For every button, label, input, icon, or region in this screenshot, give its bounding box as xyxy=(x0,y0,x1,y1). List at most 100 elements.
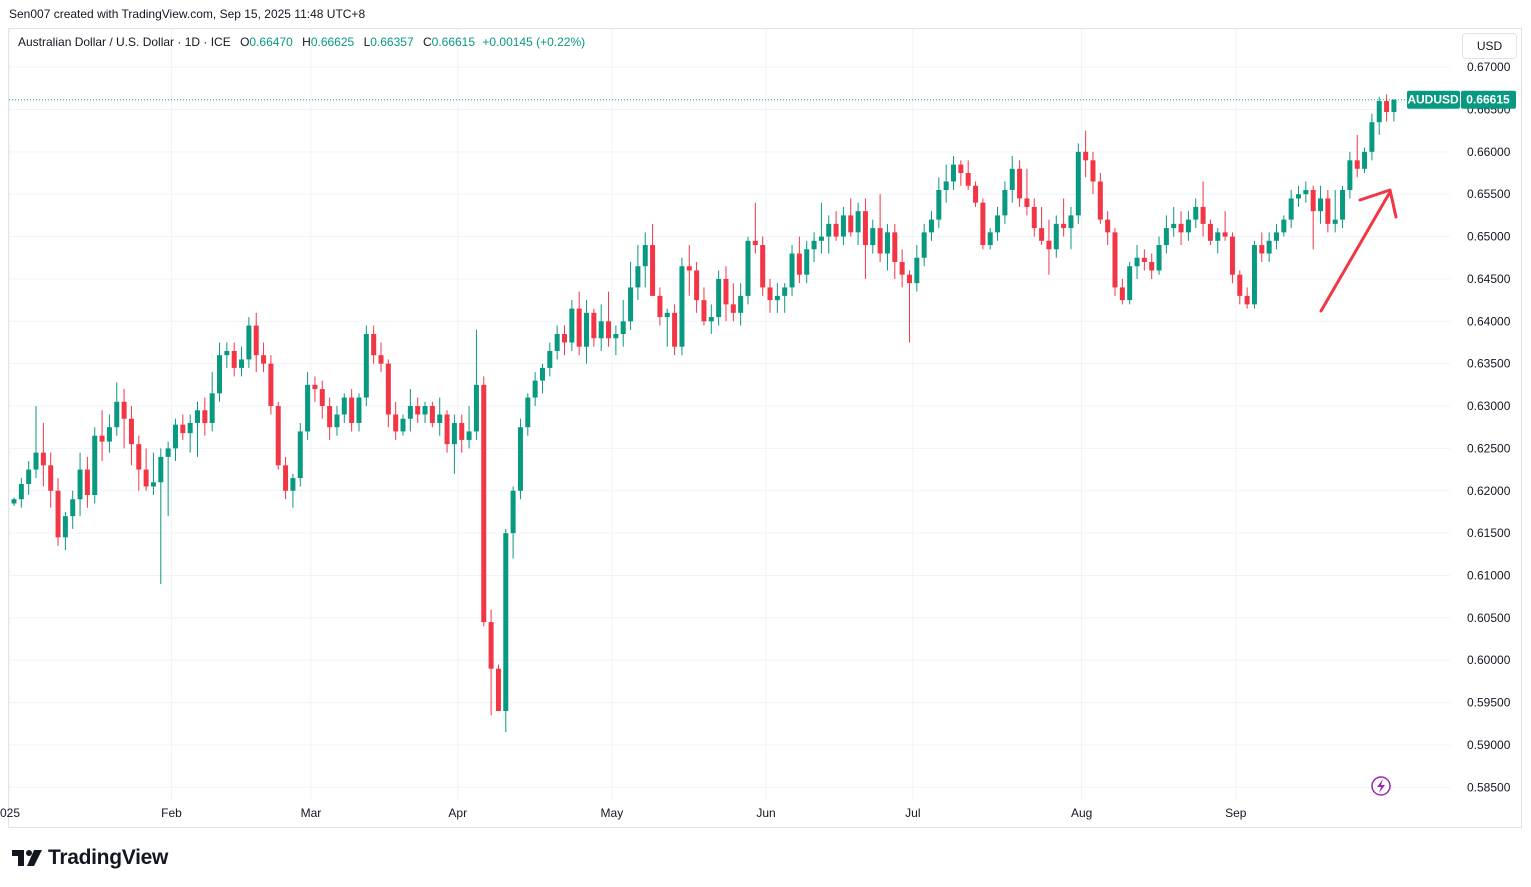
candle xyxy=(892,223,898,279)
time-tick-label: Jul xyxy=(905,806,920,820)
price-tick-label: 0.59500 xyxy=(1467,696,1511,710)
price-tag-value: 0.66615 xyxy=(1466,93,1510,107)
candle-body xyxy=(848,215,854,233)
candle-body xyxy=(488,622,494,669)
candle-body xyxy=(1031,206,1037,229)
candle xyxy=(1318,185,1324,224)
candle-body xyxy=(525,397,531,428)
candle xyxy=(987,228,993,250)
candle xyxy=(341,393,347,423)
candle-body xyxy=(767,287,773,301)
candle xyxy=(1024,168,1030,216)
candle xyxy=(936,177,942,229)
candle-body xyxy=(429,406,435,423)
candle xyxy=(1376,96,1382,135)
candle xyxy=(349,389,355,432)
lightning-icon[interactable] xyxy=(1371,776,1391,796)
candle xyxy=(33,406,39,479)
high-value: 0.66625 xyxy=(310,35,355,49)
price-tick-label: 0.65500 xyxy=(1467,187,1511,201)
candle-body xyxy=(650,245,656,296)
candle-body xyxy=(701,300,707,322)
candle-body xyxy=(1163,228,1169,246)
candle xyxy=(1222,211,1228,241)
tradingview-logo[interactable]: TradingView xyxy=(12,846,168,870)
candle-body xyxy=(1046,240,1052,250)
candle-body xyxy=(862,211,868,246)
candle xyxy=(114,382,120,436)
candle xyxy=(708,304,714,335)
candle xyxy=(1362,147,1368,174)
candle xyxy=(195,401,200,457)
time-tick-label: Feb xyxy=(161,806,182,820)
candle-body xyxy=(657,295,663,318)
candle xyxy=(701,287,707,326)
candle xyxy=(429,401,435,428)
candle xyxy=(525,393,531,436)
candle-body xyxy=(415,406,421,415)
candle-body xyxy=(1024,198,1030,207)
low-value: 0.66357 xyxy=(370,35,414,49)
currency-button[interactable]: USD xyxy=(1462,33,1517,59)
candle xyxy=(965,160,971,190)
price-tick-label: 0.64000 xyxy=(1467,314,1511,328)
candle-body xyxy=(209,393,215,423)
candle-body xyxy=(55,490,61,538)
candle-body xyxy=(349,397,355,423)
candle-body xyxy=(679,266,685,347)
candle-body xyxy=(1340,189,1346,220)
candle xyxy=(738,283,744,326)
change-value: +0.00145 (+0.22%) xyxy=(482,35,586,49)
candle xyxy=(495,664,501,712)
candle xyxy=(99,410,105,462)
candle xyxy=(980,198,986,250)
candle xyxy=(150,452,156,495)
candle xyxy=(422,401,428,423)
candle-body xyxy=(826,223,832,237)
candle-body xyxy=(356,397,362,423)
candle xyxy=(180,414,186,440)
candle-body xyxy=(92,435,98,495)
candle xyxy=(1141,249,1147,271)
price-tick-label: 0.63000 xyxy=(1467,399,1511,413)
candle-body xyxy=(246,325,252,360)
candle-body xyxy=(1215,232,1221,241)
candle-body xyxy=(334,414,340,428)
candle-body xyxy=(1222,232,1228,237)
candle xyxy=(767,278,773,313)
candle-body xyxy=(253,325,259,356)
price-tick-label: 0.67000 xyxy=(1467,60,1511,74)
candle xyxy=(899,249,905,288)
candle-body xyxy=(1259,245,1265,254)
candle xyxy=(628,261,634,330)
candle-body xyxy=(1296,194,1301,199)
candle xyxy=(1002,181,1008,224)
candle xyxy=(165,441,171,517)
candle xyxy=(598,304,604,351)
price-axis: 0.670000.665000.660000.655000.650000.645… xyxy=(1467,60,1511,794)
candle-body xyxy=(613,334,619,339)
candle-body xyxy=(1185,219,1191,233)
candle-body xyxy=(716,278,722,318)
candle-body xyxy=(1083,151,1089,161)
candle xyxy=(1112,228,1118,296)
candle-body xyxy=(635,266,641,288)
candle xyxy=(1163,215,1169,254)
candle-body xyxy=(1090,160,1096,182)
candle xyxy=(929,211,934,241)
candle-body xyxy=(694,270,700,301)
candle-body xyxy=(877,228,883,254)
candle-body xyxy=(584,312,590,347)
candle-body xyxy=(1347,160,1353,190)
open-label: O xyxy=(240,35,250,49)
chart-frame xyxy=(8,28,1522,828)
candle-body xyxy=(606,321,612,339)
candle xyxy=(1266,232,1272,262)
candle xyxy=(503,528,509,733)
candle xyxy=(202,397,208,436)
candle xyxy=(562,325,567,356)
candle-body xyxy=(1002,189,1008,216)
candle-body xyxy=(951,164,957,182)
candle xyxy=(642,232,648,288)
